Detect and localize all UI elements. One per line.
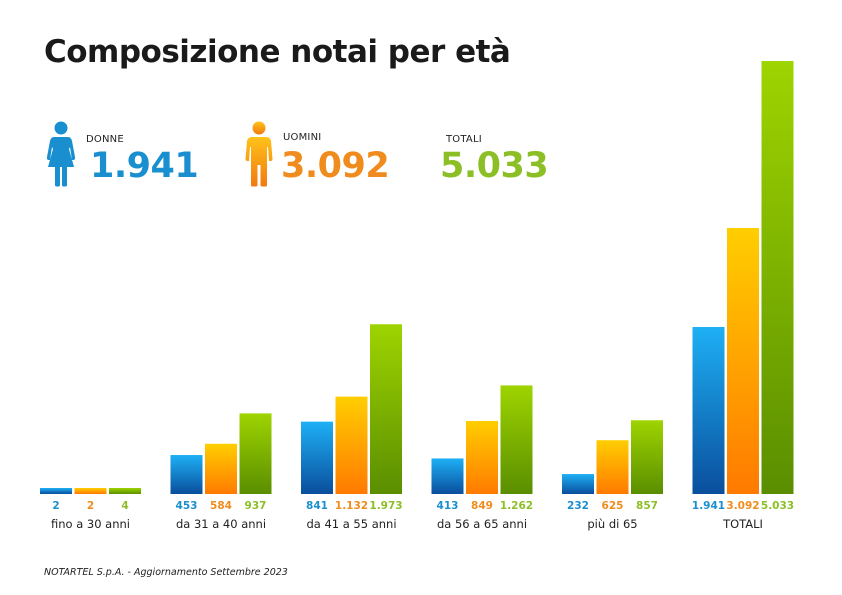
bar-donne-da-31-a-40-anni [170,455,203,494]
woman-icon [46,121,76,187]
data-label-totali-pi-di-65: 857 [636,500,658,512]
data-label-totali-fino-a-30-anni: 4 [121,500,128,512]
uomini-label: UOMINI [283,132,322,143]
data-label-uomini-da-56-a-65-anni: 849 [471,500,493,512]
uomini-value: 3.092 [281,146,390,186]
bar-uomini-fino-a-30-anni [74,488,107,494]
data-label-uomini-pi-di-65: 625 [602,500,624,512]
bar-totali-totali [761,61,794,494]
category-label-pi-di-65: più di 65 [587,517,637,531]
data-label-donne-da-56-a-65-anni: 413 [437,500,459,512]
footer-note: NOTARTEL S.p.A. - Aggiornamento Settembr… [44,567,288,578]
totali-value: 5.033 [440,146,549,186]
data-label-uomini-da-41-a-55-anni: 1.132 [335,500,368,512]
bar-totali-da-56-a-65-anni [500,385,533,494]
data-label-donne-pi-di-65: 232 [567,500,589,512]
bar-uomini-pi-di-65 [596,440,629,494]
bar-totali-fino-a-30-anni [109,488,141,494]
bar-uomini-da-41-a-55-anni [335,396,368,494]
data-label-totali-da-41-a-55-anni: 1.973 [369,500,402,512]
bar-uomini-totali [727,227,759,495]
bar-donne-da-41-a-55-anni [301,421,333,494]
bar-donne-fino-a-30-anni [40,488,72,494]
bar-donne-totali [692,327,725,494]
category-label-totali: TOTALI [722,517,763,531]
donne-value: 1.941 [90,146,199,186]
bar-totali-da-31-a-40-anni [239,413,272,494]
bar-uomini-da-31-a-40-anni [205,443,237,494]
data-label-donne-da-31-a-40-anni: 453 [176,500,198,512]
bar-totali-pi-di-65 [631,420,663,494]
category-label-da-56-a-65-anni: da 56 a 65 anni [437,517,527,531]
bar-donne-pi-di-65 [562,474,594,494]
data-label-uomini-fino-a-30-anni: 2 [87,500,94,512]
bar-totali-da-41-a-55-anni [370,324,402,494]
data-label-totali-totali: 5.033 [761,500,794,512]
data-label-totali-da-56-a-65-anni: 1.262 [500,500,533,512]
totali-label: TOTALI [446,134,482,145]
bar-uomini-da-56-a-65-anni [466,420,498,494]
data-label-donne-da-41-a-55-anni: 841 [306,500,328,512]
donne-label: DONNE [86,134,124,145]
bar-donne-da-56-a-65-anni [431,458,464,494]
data-label-donne-fino-a-30-anni: 2 [52,500,59,512]
man-icon [245,121,273,187]
data-label-donne-totali: 1.941 [692,500,725,512]
chart-title: Composizione notai per età [44,34,511,70]
data-label-uomini-totali: 3.092 [726,500,759,512]
category-label-da-31-a-40-anni: da 31 a 40 anni [176,517,266,531]
category-label-da-41-a-55-anni: da 41 a 55 anni [306,517,396,531]
data-label-totali-da-31-a-40-anni: 937 [245,500,267,512]
category-label-fino-a-30-anni: fino a 30 anni [51,517,130,531]
data-label-uomini-da-31-a-40-anni: 584 [210,500,232,512]
